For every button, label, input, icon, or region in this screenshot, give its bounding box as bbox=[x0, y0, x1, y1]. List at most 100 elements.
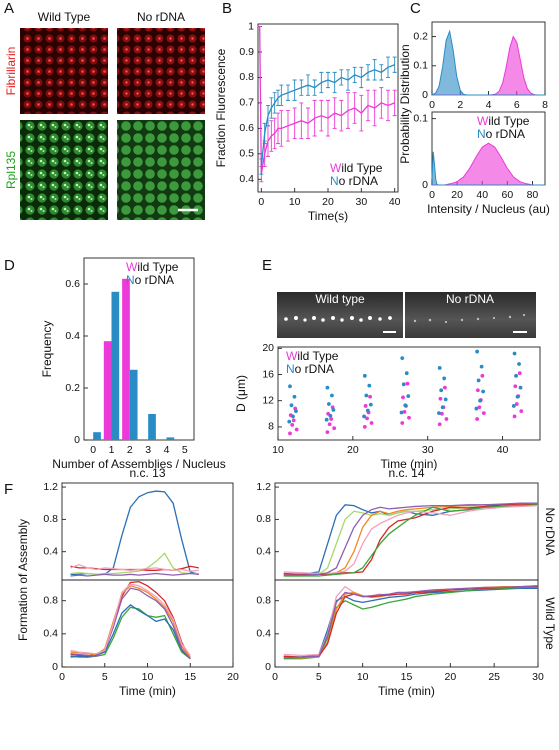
scatter-point bbox=[287, 419, 292, 424]
y-tick-label: 0 bbox=[422, 179, 428, 191]
x-tick-label: 8 bbox=[542, 99, 548, 111]
y-tick-label: 0.2 bbox=[413, 30, 428, 42]
panel-label: E bbox=[262, 257, 272, 274]
y-tick-label: 0.7 bbox=[239, 97, 254, 109]
legend-entry: Wild Type bbox=[330, 161, 383, 175]
y-axis-label: Formation of Assembly bbox=[16, 519, 30, 641]
x-tick-label: 15 bbox=[184, 671, 196, 683]
error-bar bbox=[272, 92, 277, 114]
image-fibrillarin-wt bbox=[20, 28, 108, 114]
image-rpl135-nordna bbox=[117, 120, 205, 220]
x-tick-label: 5 bbox=[316, 671, 322, 683]
series-line bbox=[283, 504, 539, 575]
scatter-point bbox=[406, 394, 411, 399]
scatter-point bbox=[407, 415, 411, 420]
series-line bbox=[70, 490, 199, 575]
scatter-point bbox=[362, 373, 367, 378]
scatter-point bbox=[290, 423, 295, 427]
error-bar bbox=[392, 56, 397, 73]
scatter-point bbox=[368, 402, 373, 407]
x-tick-label: 40 bbox=[389, 196, 401, 208]
side-label: No rDNA bbox=[543, 507, 557, 555]
error-bar bbox=[359, 94, 364, 132]
x-tick-label: 4 bbox=[164, 444, 170, 456]
y-tick-label: 0.1 bbox=[413, 60, 428, 72]
y-tick-label: 20 bbox=[262, 342, 274, 354]
x-tick-label: 20 bbox=[451, 189, 463, 201]
error-bar bbox=[292, 107, 297, 139]
scatter-point bbox=[401, 395, 405, 400]
bar bbox=[122, 278, 130, 440]
y-tick-label: 0.9 bbox=[239, 46, 254, 58]
y-tick-label: 1.2 bbox=[256, 481, 271, 493]
row-label: Rpl135 bbox=[4, 151, 18, 189]
x-tick-label: 10 bbox=[289, 196, 301, 208]
y-tick-label: 16 bbox=[262, 368, 274, 380]
y-tick-label: 0.1 bbox=[413, 112, 428, 124]
scatter-point bbox=[443, 385, 447, 390]
series-line bbox=[283, 504, 539, 577]
legend-entry: No rDNA bbox=[126, 273, 174, 287]
error-bar bbox=[319, 71, 324, 94]
error-bar bbox=[326, 99, 330, 137]
scatter-point bbox=[481, 389, 486, 394]
axes-frame bbox=[274, 482, 539, 581]
x-tick-label: 40 bbox=[497, 444, 509, 456]
series-line bbox=[70, 572, 199, 577]
series-line bbox=[70, 604, 191, 660]
scatter-point bbox=[515, 394, 520, 399]
series-line bbox=[283, 585, 539, 659]
error-bar bbox=[319, 99, 324, 132]
column-label: No rDNA bbox=[137, 10, 185, 24]
x-axis-label: Time (min) bbox=[119, 684, 176, 698]
error-bar bbox=[332, 71, 337, 94]
y-axis-label: D (μm) bbox=[234, 375, 248, 412]
x-tick-label: 20 bbox=[322, 196, 334, 208]
scatter-point bbox=[437, 366, 442, 370]
panel-label: C bbox=[410, 0, 421, 17]
scatter-point bbox=[291, 418, 296, 423]
scatter-point bbox=[325, 430, 330, 435]
y-tick-label: 1 bbox=[248, 20, 254, 32]
error-bar bbox=[266, 105, 270, 127]
x-tick-label: 2 bbox=[457, 99, 463, 111]
scatter-point bbox=[481, 411, 486, 416]
scatter-point bbox=[444, 417, 449, 421]
series-line bbox=[70, 587, 191, 660]
x-tick-label: 30 bbox=[532, 671, 544, 683]
legend-initial: N bbox=[330, 174, 339, 188]
x-axis-label: Time(s) bbox=[308, 209, 348, 223]
x-tick-label: 10 bbox=[272, 444, 284, 456]
scatter-point bbox=[439, 388, 444, 393]
scatter-point bbox=[292, 394, 297, 399]
y-tick-label: 0.2 bbox=[65, 382, 80, 394]
series-line bbox=[70, 585, 191, 658]
legend-entry: Wild Type bbox=[286, 349, 339, 363]
scatter-point bbox=[294, 409, 298, 414]
x-axis-label: Number of Assemblies / Nucleus bbox=[52, 457, 225, 471]
error-bar bbox=[326, 71, 330, 89]
error-bar bbox=[292, 79, 297, 101]
y-tick-label: 0 bbox=[422, 89, 428, 101]
legend-initial: W bbox=[126, 260, 138, 274]
series-line bbox=[283, 502, 538, 576]
scatter-point bbox=[400, 421, 405, 425]
density-line bbox=[431, 151, 545, 186]
series-line bbox=[283, 585, 538, 658]
bar bbox=[103, 341, 112, 440]
scatter-point bbox=[402, 409, 407, 414]
image-spots bbox=[413, 313, 526, 324]
x-tick-label: 20 bbox=[227, 671, 239, 683]
series-line bbox=[283, 585, 539, 660]
error-bar bbox=[379, 64, 384, 81]
subplot-title: n.c. 13 bbox=[129, 466, 165, 480]
x-tick-label: 1 bbox=[109, 444, 115, 456]
bar bbox=[166, 437, 175, 440]
y-axis-label: Probability Distribution bbox=[398, 44, 412, 163]
legend-rest: o rDNA bbox=[486, 127, 525, 141]
scatter-point bbox=[517, 371, 522, 376]
x-tick-label: 0 bbox=[90, 444, 96, 456]
error-bar bbox=[366, 89, 370, 122]
y-tick-label: 0.4 bbox=[43, 545, 58, 557]
